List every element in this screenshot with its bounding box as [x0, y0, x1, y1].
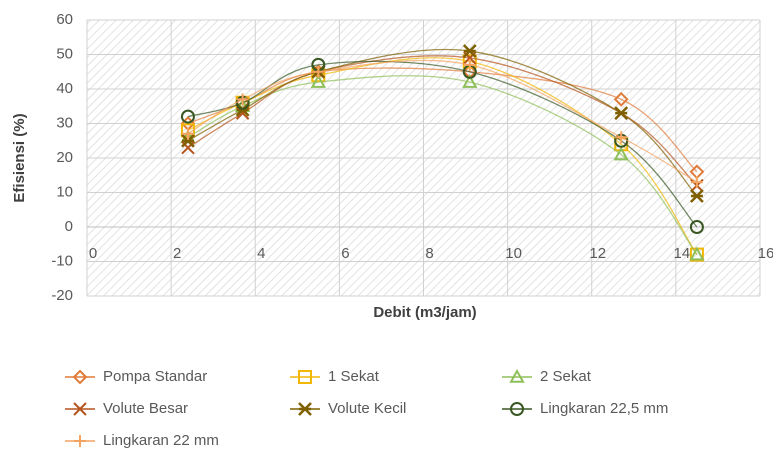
y-tick-label: 10 [56, 183, 73, 200]
legend-label: 1 Sekat [328, 368, 380, 385]
legend-marker [510, 402, 524, 416]
x-tick-label: 6 [341, 245, 349, 262]
x-tick-label: 8 [425, 245, 433, 262]
data-point [463, 58, 476, 71]
legend-label: Pompa Standar [103, 368, 207, 385]
y-axis-title: Efisiensi (%) [11, 113, 28, 202]
legend-marker [298, 402, 312, 416]
data-point [236, 93, 249, 106]
data-point [614, 106, 629, 121]
legend-marker [298, 370, 312, 384]
data-point [312, 65, 325, 78]
x-tick-label: 16 [758, 245, 773, 262]
data-point [689, 246, 705, 261]
legend-label: Volute Besar [103, 400, 188, 417]
data-point [310, 74, 327, 88]
data-point [462, 44, 477, 58]
x-tick-label: 12 [589, 245, 606, 262]
data-point [615, 131, 628, 144]
legend-label: 2 Sekat [540, 368, 592, 385]
legend-marker [73, 402, 87, 416]
data-point [180, 109, 195, 124]
y-tick-label: 60 [56, 11, 73, 28]
data-point [690, 176, 703, 189]
x-tick-label: 0 [89, 245, 97, 262]
legend-marker [72, 369, 88, 385]
data-point [690, 189, 704, 203]
x-tick-label: 4 [257, 245, 265, 262]
legend-label: Volute Kecil [328, 400, 406, 417]
y-tick-label: -10 [51, 252, 73, 269]
y-tick-label: 30 [56, 114, 73, 131]
y-tick-label: 50 [56, 45, 73, 62]
data-point [613, 91, 629, 107]
legend-label: Lingkaran 22 mm [103, 432, 219, 449]
y-tick-label: 20 [56, 149, 73, 166]
data-point [462, 74, 478, 88]
data-point [181, 127, 194, 140]
data-point [613, 146, 629, 161]
y-tick-label: 40 [56, 80, 73, 97]
data-point [689, 220, 704, 234]
data-point [689, 247, 704, 262]
series-line [187, 75, 698, 255]
x-axis-title: Debit (m3/jam) [373, 304, 476, 321]
y-tick-label: -20 [51, 287, 73, 304]
x-tick-label: 10 [505, 245, 522, 262]
y-tick-label: 0 [65, 218, 73, 235]
x-tick-label: 2 [173, 245, 181, 262]
legend-marker [74, 435, 86, 447]
data-point [181, 133, 195, 148]
legend-marker [509, 368, 525, 383]
x-tick-label: 14 [674, 245, 691, 262]
legend-label: Lingkaran 22,5 mm [540, 400, 668, 417]
